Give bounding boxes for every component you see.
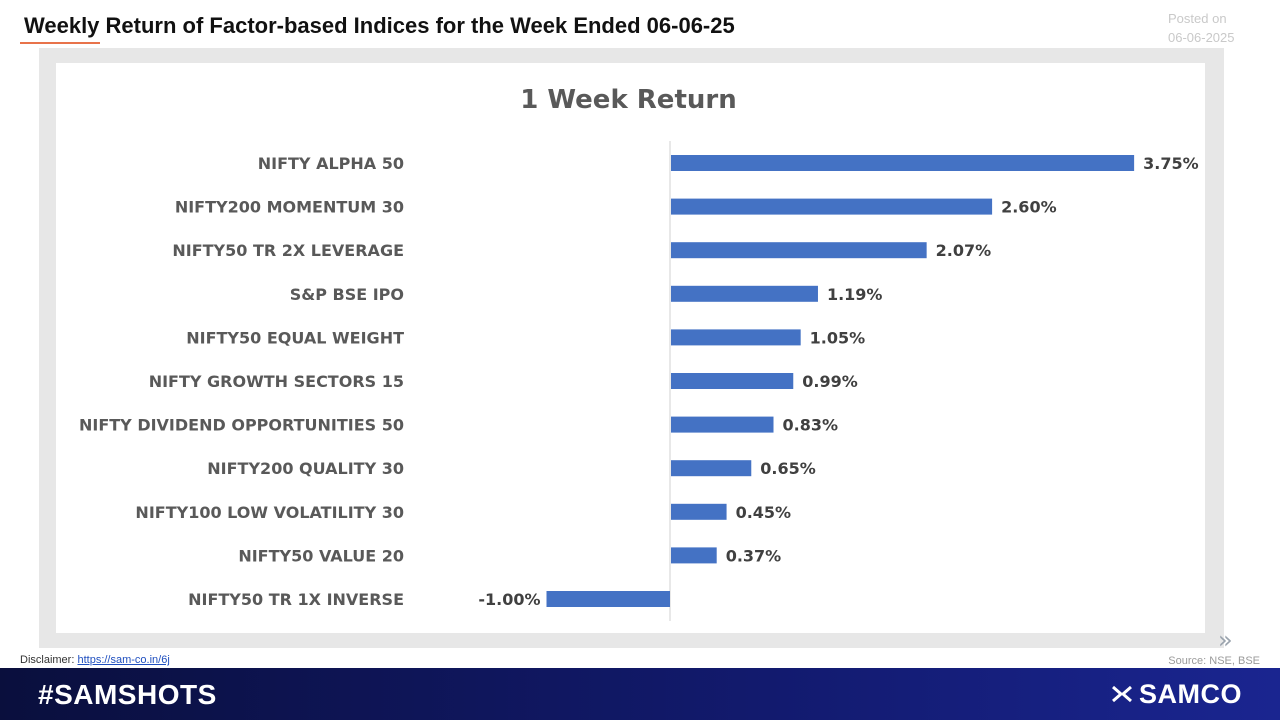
disclaimer: Disclaimer: https://sam-co.in/6j bbox=[20, 654, 170, 666]
chart-title: 1 Week Return bbox=[520, 85, 737, 115]
disclaimer-link[interactable]: https://sam-co.in/6j bbox=[77, 654, 170, 666]
brand-name: SAMCO bbox=[1139, 678, 1242, 709]
bar bbox=[671, 503, 727, 520]
title-underline bbox=[20, 42, 100, 44]
posted-info: Posted on 06-06-2025 bbox=[1168, 9, 1258, 47]
category-label: NIFTY50 VALUE 20 bbox=[238, 546, 404, 565]
bar bbox=[671, 242, 927, 259]
category-label: NIFTY50 TR 1X INVERSE bbox=[188, 590, 404, 609]
footer-bar: #SAMSHOTS SAMCO bbox=[0, 668, 1280, 720]
bar bbox=[671, 155, 1135, 171]
hashtag: #SAMSHOTS bbox=[38, 679, 217, 710]
bar bbox=[671, 460, 752, 477]
bar bbox=[671, 416, 774, 433]
posted-date: 06-06-2025 bbox=[1168, 30, 1235, 45]
data-label: 1.19% bbox=[827, 285, 883, 304]
brand-logo: SAMCO bbox=[1111, 678, 1242, 709]
bar bbox=[671, 373, 794, 389]
next-slide-icon[interactable]: » bbox=[1218, 626, 1233, 654]
data-label: 2.60% bbox=[1001, 198, 1057, 217]
category-label: NIFTY200 QUALITY 30 bbox=[207, 459, 404, 478]
category-label: NIFTY50 EQUAL WEIGHT bbox=[186, 328, 404, 347]
bar bbox=[671, 329, 801, 346]
data-label: 1.05% bbox=[810, 328, 866, 347]
data-label: -1.00% bbox=[478, 590, 540, 609]
data-label: 0.65% bbox=[760, 459, 816, 478]
category-label: NIFTY200 MOMENTUM 30 bbox=[175, 198, 404, 217]
category-label: NIFTY ALPHA 50 bbox=[258, 154, 404, 173]
chart-card: 1 Week Return NIFTY ALPHA 50 3.75% NIFTY20… bbox=[56, 63, 1205, 633]
bar bbox=[671, 285, 818, 302]
page-title: Weekly Return of Factor-based Indices fo… bbox=[24, 13, 735, 38]
bar-chart: NIFTY ALPHA 50 3.75% NIFTY200 MOMENTUM 30 2… bbox=[79, 141, 1199, 621]
posted-label: Posted on bbox=[1168, 11, 1227, 26]
disclaimer-label: Disclaimer: bbox=[20, 654, 75, 666]
data-label: 3.75% bbox=[1143, 154, 1199, 173]
bar bbox=[671, 547, 717, 564]
category-label: NIFTY GROWTH SECTORS 15 bbox=[149, 372, 404, 391]
data-label: 0.83% bbox=[783, 416, 839, 435]
category-label: NIFTY100 LOW VOLATILITY 30 bbox=[135, 503, 404, 522]
data-label: 0.45% bbox=[736, 503, 792, 522]
source-note: Source: NSE, BSE bbox=[1168, 655, 1260, 667]
data-label: 2.07% bbox=[936, 241, 992, 260]
data-label: 0.37% bbox=[726, 546, 782, 565]
data-label: 0.99% bbox=[802, 372, 858, 391]
bar bbox=[671, 198, 993, 215]
category-label: S&P BSE IPO bbox=[290, 285, 404, 304]
category-label: NIFTY DIVIDEND OPPORTUNITIES 50 bbox=[79, 416, 404, 435]
category-label: NIFTY50 TR 2X LEVERAGE bbox=[172, 241, 404, 260]
samco-logo-icon bbox=[1112, 685, 1132, 703]
bar bbox=[546, 591, 670, 607]
